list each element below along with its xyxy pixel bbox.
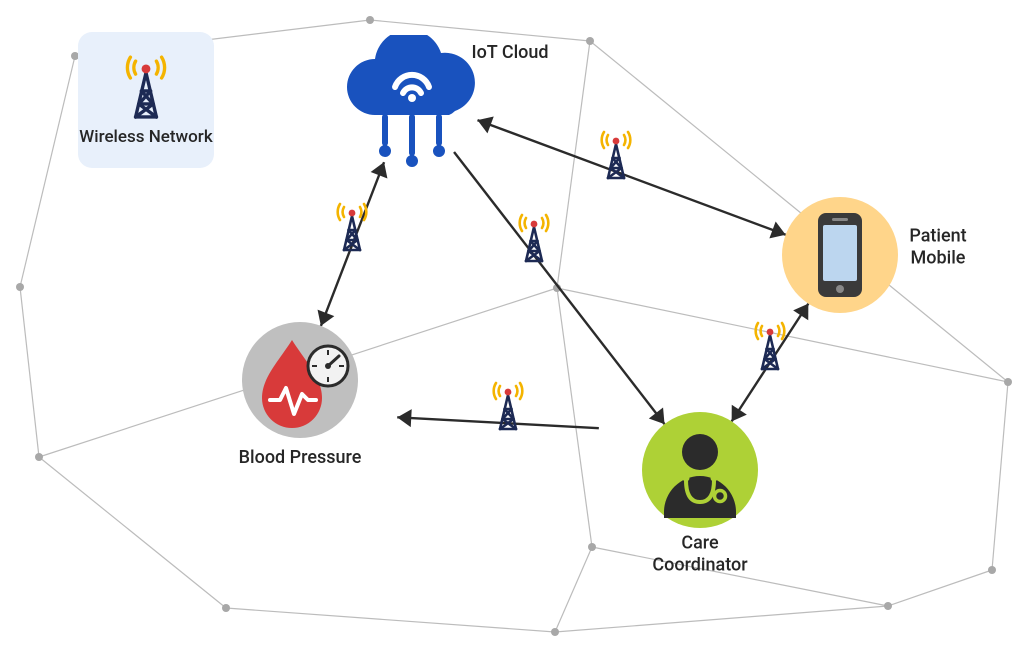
wireless-tower-icon <box>750 319 790 371</box>
node-blood-pressure <box>242 322 358 438</box>
legend-label: Wireless Network <box>79 128 212 148</box>
node-care-coordinator <box>642 412 758 528</box>
label-iot-cloud: IoT Cloud <box>471 42 548 64</box>
diagram-canvas: Wireless Network <box>0 0 1024 647</box>
label-patient-mobile: Patient Mobile <box>909 225 966 268</box>
wireless-tower-icon <box>596 128 636 180</box>
label-blood-pressure: Blood Pressure <box>239 447 362 469</box>
wireless-tower-icon <box>514 211 554 263</box>
label-care-coordinator: Care Coordinator <box>652 532 747 575</box>
wireless-tower-icon <box>488 379 528 431</box>
legend-wireless-network: Wireless Network <box>78 32 214 168</box>
wireless-tower-icon <box>332 200 372 252</box>
node-iot-cloud <box>325 35 495 199</box>
wireless-tower-icon <box>120 52 172 124</box>
node-patient-mobile <box>782 197 898 313</box>
